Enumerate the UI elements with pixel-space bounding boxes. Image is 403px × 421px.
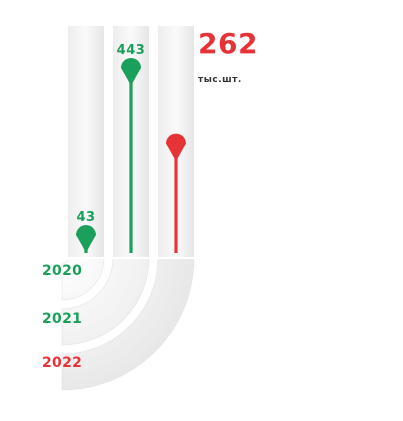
track-curve-2021 — [61, 257, 150, 346]
bar-dot-2022 — [166, 133, 186, 162]
bar-group — [76, 58, 186, 254]
track-curve-2022 — [61, 257, 195, 391]
track-2020 — [68, 26, 104, 258]
year-label-2022: 2022 — [42, 355, 82, 371]
value-label-2021: 443 — [117, 43, 146, 58]
label-group: 43 443 262 тыс.шт. 2020 2021 2022 — [42, 27, 258, 371]
bar-dot-2021 — [121, 58, 141, 86]
bar-dot-2020 — [76, 225, 96, 254]
year-label-2020: 2020 — [42, 263, 82, 279]
value-label-2022: 262 — [198, 27, 258, 60]
year-label-2021: 2021 — [42, 311, 82, 327]
track-curve-2020 — [61, 257, 105, 301]
unit-label: тыс.шт. — [198, 75, 242, 85]
value-label-2020: 43 — [76, 210, 95, 225]
